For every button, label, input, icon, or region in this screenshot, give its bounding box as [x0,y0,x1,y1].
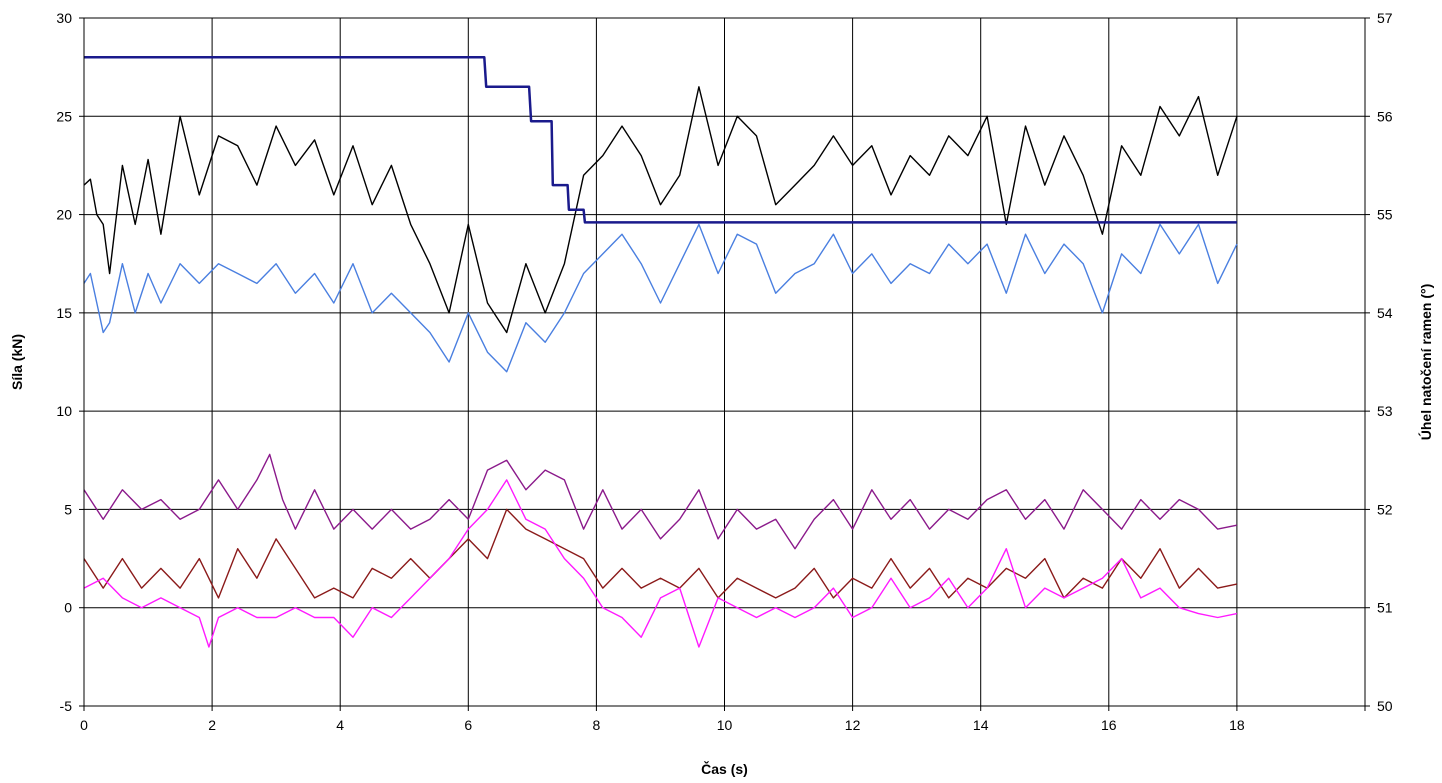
y-tick-label: 25 [56,108,72,124]
series-line-6 [83,479,1238,648]
y-tick-label: 20 [56,207,72,223]
y2-axis-title: Úhel natočení ramen (°) [1417,284,1434,441]
x-tick-label: 0 [80,717,88,733]
x-tick-label: 12 [845,717,861,733]
plot-area-border [83,17,1366,707]
y2-tick-label: 53 [1377,403,1393,419]
y-tick-label: 0 [64,600,72,616]
y2-tick-label: 56 [1377,108,1393,124]
y2-tick-label: 50 [1377,698,1393,714]
y2-tick-label: 51 [1377,600,1393,616]
series-line-2 [83,223,1238,373]
series-line-5 [83,508,1238,599]
x-tick-label: 8 [593,717,601,733]
series-line-4 [83,453,1238,550]
x-tick-label: 18 [1229,717,1245,733]
x-tick-label: 14 [973,717,989,733]
x-tick-label: 10 [717,717,733,733]
y-axis-title: Síla (kN) [9,334,25,390]
y2-tick-label: 55 [1377,207,1393,223]
y-tick-label: 5 [64,501,72,517]
tick-labels: 0 2 4 6 8 10 12 14 16 18 -5 0 5 10 15 20 25 30 50 51 52 53 54 5… [56,10,1392,733]
y-tick-label: 30 [56,10,72,26]
x-tick-label: 2 [208,717,216,733]
x-axis-title: Čas (s) [701,760,748,777]
x-tick-label: 16 [1101,717,1117,733]
gridlines [79,17,1370,711]
y-tick-label: 10 [56,403,72,419]
x-tick-label: 6 [464,717,472,733]
y-tick-label: -5 [60,698,73,714]
series-layer [83,56,1238,648]
series-line-3 [84,56,1237,224]
y2-tick-label: 52 [1377,501,1393,517]
x-tick-label: 4 [336,717,344,733]
y-tick-label: 15 [56,305,72,321]
series-line-1 [83,86,1238,334]
y2-tick-label: 57 [1377,10,1393,26]
y2-tick-label: 54 [1377,305,1393,321]
